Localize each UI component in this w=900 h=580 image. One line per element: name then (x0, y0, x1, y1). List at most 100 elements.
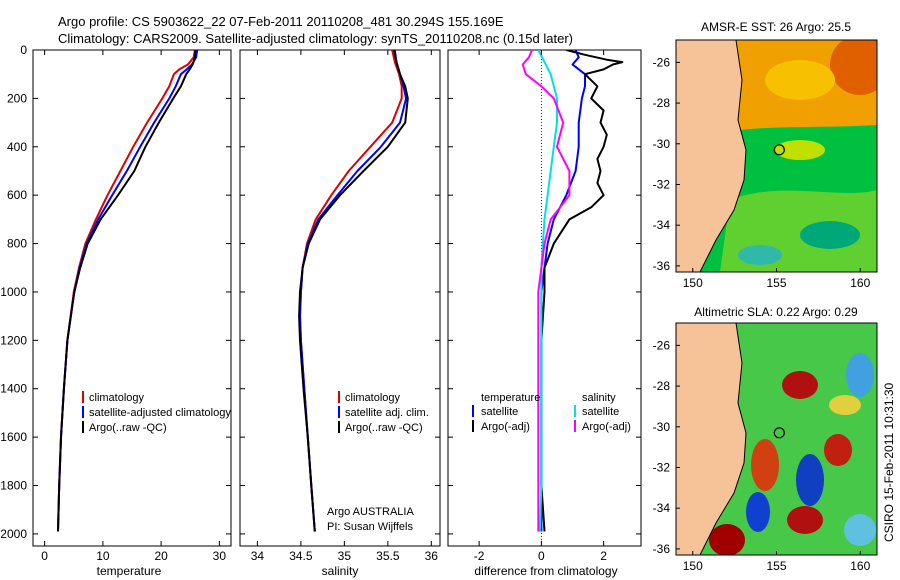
sst-warm-patch (830, 40, 877, 95)
map-lat-label: -36 (653, 542, 671, 556)
salinity-lines (298, 50, 409, 532)
x-tick-label: 0 (41, 549, 48, 563)
legend-label-climatology: climatology (89, 392, 145, 404)
legend-header-salinity: salinity (582, 392, 616, 404)
sla-map-ticks: 150 155 160 -26 -28 -30 -32 -34 -36 (653, 338, 871, 573)
sla-map-field (676, 323, 877, 555)
x-tick-label: 2 (600, 549, 607, 563)
salinity-panel: 34 34.5 35 35.5 36 salinity climatology sate… (239, 49, 441, 578)
temperature-axes-frame (32, 49, 232, 547)
figure-title-line1: Argo profile: CS 5903622_22 07-Feb-2011 … (58, 14, 504, 29)
sla-high-anomaly (824, 434, 852, 466)
depth-tick-labels: 0 200 400 600 800 1000 1200 1400 1600 1800 2000 (0, 43, 27, 541)
map-lat-label: -28 (653, 379, 671, 393)
sla-high-anomaly (751, 439, 779, 491)
sla-low-anomaly (844, 514, 876, 546)
sst-map-title: AMSR-E SST: 26 Argo: 25.5 (701, 20, 851, 34)
sla-mid-anomaly (829, 395, 861, 415)
sst-map-ticks: 150 155 160 -26 -28 -30 -32 -34 -36 (653, 55, 871, 290)
legend-label-satellite: satellite adj. clim. (345, 407, 429, 419)
map-lat-label: -28 (653, 96, 671, 110)
depth-tick-label: 800 (7, 237, 27, 251)
x-tick-label: 35.5 (376, 549, 400, 563)
legend-label-temp-satellite: satellite (481, 406, 518, 418)
map-lat-label: -34 (653, 501, 671, 515)
map-lon-label: 150 (683, 276, 703, 290)
x-tick-label: 10 (96, 549, 110, 563)
legend-label-satellite: satellite-adjusted climatology (89, 407, 231, 419)
temperature-legend: climatology satellite-adjusted climatolo… (82, 391, 231, 434)
map-lon-label: 155 (766, 559, 786, 573)
series-line-temperature-argo-adj (540, 50, 624, 532)
sla-low-anomaly (746, 492, 770, 532)
x-tick-label: 34.5 (289, 549, 313, 563)
map-lat-label: -30 (653, 137, 671, 151)
map-lon-label: 155 (766, 276, 786, 290)
sst-land (676, 40, 747, 272)
x-tick-label: 0 (538, 549, 545, 563)
depth-tick-label: 1800 (0, 479, 27, 493)
sla-low-anomaly (846, 353, 874, 397)
sst-map-panel: AMSR-E SST: 26 Argo: 25.5 150 155 160 -26 -2… (653, 20, 878, 290)
map-lon-label: 160 (850, 559, 870, 573)
legend-header-temperature: temperature (481, 392, 540, 404)
x-tick-label: 34 (251, 549, 265, 563)
sst-map-field (676, 40, 877, 272)
x-tick-label: -2 (474, 549, 485, 563)
x-tick-label: 36 (425, 549, 439, 563)
sla-argo-location-marker (773, 427, 785, 439)
sla-high-anomaly (782, 371, 818, 399)
map-lat-label: -26 (653, 338, 671, 352)
sla-map-panel: Altimetric SLA: 0.22 Argo: 0.29 150 155 16… (653, 305, 878, 573)
depth-tick-label: 600 (7, 188, 27, 202)
sla-land (676, 323, 747, 555)
pi-note: PI: Susan Wijffels (327, 521, 413, 533)
legend-label-sal-satellite: satellite (582, 406, 619, 418)
series-line-salinity-satellite (537, 50, 558, 532)
temperature-x-label: temperature (97, 564, 162, 578)
map-lat-label: -32 (653, 177, 671, 191)
legend-label-argo: Argo(..raw -QC) (89, 422, 167, 434)
map-lat-label: -26 (653, 55, 671, 69)
depth-tick-label: 1400 (0, 382, 27, 396)
temperature-panel: 0 10 20 30 0 200 400 600 800 1000 1200 1400 1600 180… (0, 43, 232, 578)
salinity-axes-frame (239, 49, 441, 547)
sla-high-anomaly (709, 524, 745, 555)
salinity-x-label: salinity (322, 564, 359, 578)
map-lat-label: -36 (653, 259, 671, 273)
legend-label-argo: Argo(..raw -QC) (345, 422, 423, 434)
temperature-lines (57, 50, 199, 532)
difference-x-label: difference from climatology (474, 564, 617, 578)
map-lat-label: -30 (653, 420, 671, 434)
difference-lines (521, 50, 624, 546)
sla-low-anomaly (796, 454, 824, 506)
depth-tick-label: 2000 (0, 527, 27, 541)
figure-title-line2: Climatology: CARS2009. Satellite-adjuste… (58, 31, 573, 46)
depth-tick-label: 400 (7, 140, 27, 154)
depth-tick-label: 1200 (0, 333, 27, 347)
sst-warm-patch (765, 60, 835, 100)
series-line-salinity-argo-adj (521, 50, 571, 532)
x-tick-label: 30 (213, 549, 227, 563)
legend-label-climatology: climatology (345, 392, 401, 404)
sst-front (775, 140, 825, 160)
difference-panel: -2 0 2 difference from climatology tempera… (447, 49, 642, 578)
legend-label-sal-argo: Argo(-adj) (582, 421, 631, 433)
map-lat-label: -32 (653, 460, 671, 474)
series-line-argo-raw-qc (298, 50, 409, 532)
credit-timestamp: CSIRO 15-Feb-2011 10:31:30 (882, 382, 896, 542)
legend-label-temp-argo: Argo(-adj) (481, 421, 530, 433)
sla-high-anomaly (787, 506, 823, 534)
difference-ticks: -2 0 2 (448, 49, 641, 563)
x-tick-label: 35 (338, 549, 352, 563)
depth-tick-label: 1600 (0, 430, 27, 444)
sst-cool-patch (738, 245, 782, 265)
series-line-argo-raw-qc (57, 50, 197, 532)
depth-tick-label: 1000 (0, 285, 27, 299)
argo-program-note: Argo AUSTRALIA (327, 506, 414, 518)
depth-tick-label: 0 (20, 43, 27, 57)
salinity-ticks: 34 34.5 35 35.5 36 (240, 49, 440, 563)
map-lon-label: 160 (850, 276, 870, 290)
temperature-ticks: 0 10 20 30 (33, 49, 231, 563)
